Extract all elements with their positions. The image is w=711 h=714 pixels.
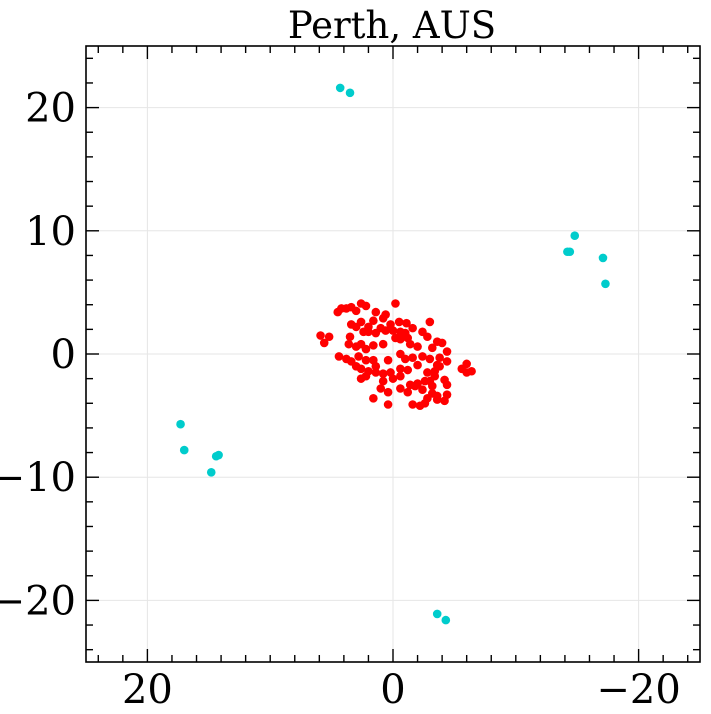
data-point [371,307,381,317]
data-point [402,318,411,328]
x-tick-label: 0 [380,667,405,713]
data-point [344,339,354,349]
data-point [396,371,405,381]
tick-labels: 20 0 −20 20 10 0 −10 −20 [0,86,681,713]
data-point [396,334,405,344]
data-point [361,371,371,381]
data-point [430,371,440,381]
data-point [408,353,417,362]
data-point [400,354,410,364]
data-point [179,445,189,455]
data-point [354,352,363,361]
data-point [441,615,451,625]
data-point [383,400,393,409]
data-point [369,316,378,326]
data-point [427,343,437,353]
data-point [335,83,345,93]
data-point [462,359,471,369]
data-point [356,317,366,327]
axis-ticks [86,46,700,662]
data-point [391,299,400,308]
data-point [442,347,452,356]
data-point [563,247,572,257]
data-point [403,387,413,397]
y-tick-label: 10 [25,209,76,255]
data-point [361,301,371,311]
data-point [462,368,471,377]
data-point [435,362,444,371]
data-point [408,400,417,409]
y-tick-label: −20 [0,578,76,624]
data-point [423,368,432,377]
data-point [206,467,216,477]
data-point [418,385,427,395]
data-point [369,394,378,403]
y-tick-label: −10 [0,455,76,501]
data-point [442,357,452,366]
data-point [356,364,366,374]
data-point [324,332,334,342]
data-points [176,83,610,625]
data-point [345,332,355,342]
y-tick-label: 0 [51,332,76,378]
data-point [432,609,442,619]
y-tick-label: 20 [25,86,76,132]
data-point [176,419,185,429]
data-point [410,381,420,391]
data-point [316,331,325,340]
data-point [378,369,388,379]
data-point [388,374,398,383]
data-point [396,384,405,393]
data-point [383,387,393,397]
data-point [413,342,422,351]
data-point [378,376,388,386]
data-point [383,355,393,365]
data-point [214,450,223,460]
data-point [361,344,371,354]
data-point [420,398,430,408]
data-point [364,327,373,337]
data-point [425,317,435,327]
chart-title: Perth, AUS [288,4,496,47]
data-point [425,354,435,364]
data-point [388,326,398,335]
x-tick-label: −20 [596,667,680,713]
data-point [442,390,452,399]
data-point [319,338,329,348]
data-point [418,352,427,361]
data-point [405,339,415,349]
data-point [381,326,390,335]
plot-frame [85,45,701,663]
data-point [345,88,355,98]
data-point [442,380,452,390]
data-point [378,313,388,323]
data-point [432,337,442,346]
data-point [432,395,442,404]
grid-lines [86,46,700,662]
data-point [351,306,361,316]
data-point [378,339,388,349]
data-point [427,381,437,391]
data-point [371,368,381,377]
data-point [570,231,580,241]
data-point [598,253,608,263]
data-point [394,317,404,327]
data-point [376,384,386,393]
data-point [403,365,413,375]
data-point [361,355,371,365]
data-point [334,352,344,361]
x-tick-label: 20 [122,667,173,713]
data-point [601,279,610,289]
data-point [423,332,432,342]
data-point [369,341,378,350]
data-point [396,364,405,374]
data-point [408,323,417,333]
data-point [371,362,381,371]
data-point [413,360,422,370]
data-point [435,353,444,362]
